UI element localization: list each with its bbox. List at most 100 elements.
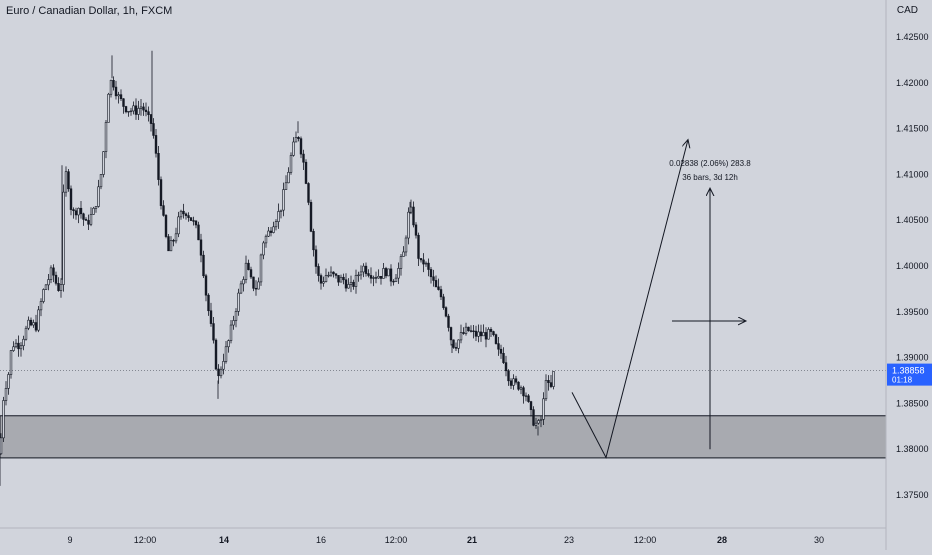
candle-body — [64, 171, 68, 193]
candle-body — [39, 301, 43, 311]
price-tick-label: 1.37500 — [896, 490, 929, 500]
candle-body — [179, 210, 183, 218]
candle-body — [454, 347, 458, 349]
candle-body — [99, 174, 103, 188]
candle-body — [519, 387, 523, 390]
candle-body — [469, 330, 473, 332]
time-tick-label: 23 — [564, 535, 574, 545]
symbol-title[interactable]: Euro / Canadian Dollar, 1h, FXCM — [6, 5, 173, 17]
candle-body — [19, 345, 23, 350]
candle-body — [422, 259, 425, 265]
time-tick-label: 12:00 — [634, 535, 657, 545]
candle-body — [499, 348, 503, 354]
candle-body — [344, 279, 348, 289]
time-tick-label: 30 — [814, 535, 824, 545]
zone-rectangle[interactable] — [0, 415, 887, 459]
time-tick-label: 9 — [67, 535, 72, 545]
candle-body — [512, 378, 515, 386]
candle-body — [102, 151, 105, 175]
candle-body — [364, 265, 368, 274]
candle-body — [482, 332, 485, 337]
support-zone[interactable] — [0, 370, 887, 459]
measure-label-price: 0.02838 (2.06%) 283.8 — [669, 159, 751, 168]
candle-body — [539, 419, 543, 421]
candle-body — [282, 189, 285, 211]
candle-body — [104, 122, 108, 152]
candle-body — [204, 275, 208, 296]
candle-body — [359, 271, 363, 276]
candle-body — [329, 271, 333, 276]
candle-body — [474, 330, 478, 337]
candle-body — [162, 205, 165, 216]
candle-body — [52, 267, 55, 276]
candle-body — [42, 289, 45, 302]
candle-body — [312, 231, 315, 251]
candle-body — [134, 105, 138, 115]
candle-body — [507, 370, 510, 382]
candle-body — [239, 283, 243, 294]
candle-body — [552, 371, 555, 387]
candle-body — [542, 398, 545, 420]
candle-body — [9, 350, 13, 375]
candle-body — [187, 215, 190, 218]
candle-body — [242, 279, 245, 285]
candle-body — [382, 268, 385, 279]
projection-path[interactable] — [571, 140, 688, 459]
drawings-group[interactable]: 0.02838 (2.06%) 283.8 36 bars, 3d 12h — [571, 140, 751, 459]
candle-body — [304, 161, 308, 184]
candle-body — [212, 323, 215, 341]
candle-body — [2, 400, 5, 439]
candle-body — [537, 420, 540, 424]
candle-body — [169, 240, 173, 252]
candle-body — [547, 380, 550, 383]
candle-body — [437, 286, 440, 290]
candle-body — [49, 267, 53, 280]
candle-body — [319, 275, 323, 284]
candle-body — [434, 280, 438, 288]
candle-body — [389, 268, 393, 282]
candle-body — [399, 256, 403, 269]
candle-body — [467, 326, 470, 331]
price-tick-label: 1.42500 — [896, 32, 929, 42]
countdown-value: 01:18 — [892, 376, 913, 385]
candle-body — [369, 275, 373, 279]
candle-body — [47, 279, 50, 286]
candle-body — [209, 310, 213, 324]
candle-body — [7, 374, 10, 389]
candle-body — [429, 269, 433, 278]
candle-body — [132, 105, 135, 112]
candle-body — [57, 283, 60, 291]
candle-body — [174, 233, 178, 242]
candle-body — [387, 268, 390, 277]
candle-body — [82, 213, 85, 220]
candle-body — [214, 339, 218, 370]
candle-body — [262, 242, 265, 256]
candle-body — [224, 346, 228, 362]
candle-body — [292, 141, 295, 156]
price-tick-label: 1.40500 — [896, 215, 929, 225]
price-tick-label: 1.42000 — [896, 78, 929, 88]
last-price-value: 1.38858 — [892, 366, 925, 376]
candle-body — [302, 153, 305, 163]
candle-body — [397, 268, 400, 279]
candle-body — [404, 237, 408, 253]
candle-body — [164, 215, 168, 237]
candle-body — [12, 346, 15, 351]
candle-body — [177, 216, 180, 235]
candle-body — [414, 224, 418, 236]
last-price-badge[interactable] — [887, 363, 932, 386]
candle-body — [289, 155, 293, 173]
candle-body — [247, 262, 250, 270]
candle-body — [127, 110, 130, 113]
candle-body — [154, 135, 158, 154]
candle-body — [159, 179, 163, 206]
candle-body — [257, 281, 260, 290]
candle-body — [87, 220, 90, 225]
candle-body — [129, 110, 133, 113]
candle-body — [327, 274, 330, 277]
candle-body — [124, 106, 128, 113]
candle-body — [504, 362, 508, 372]
candle-body — [407, 211, 410, 239]
